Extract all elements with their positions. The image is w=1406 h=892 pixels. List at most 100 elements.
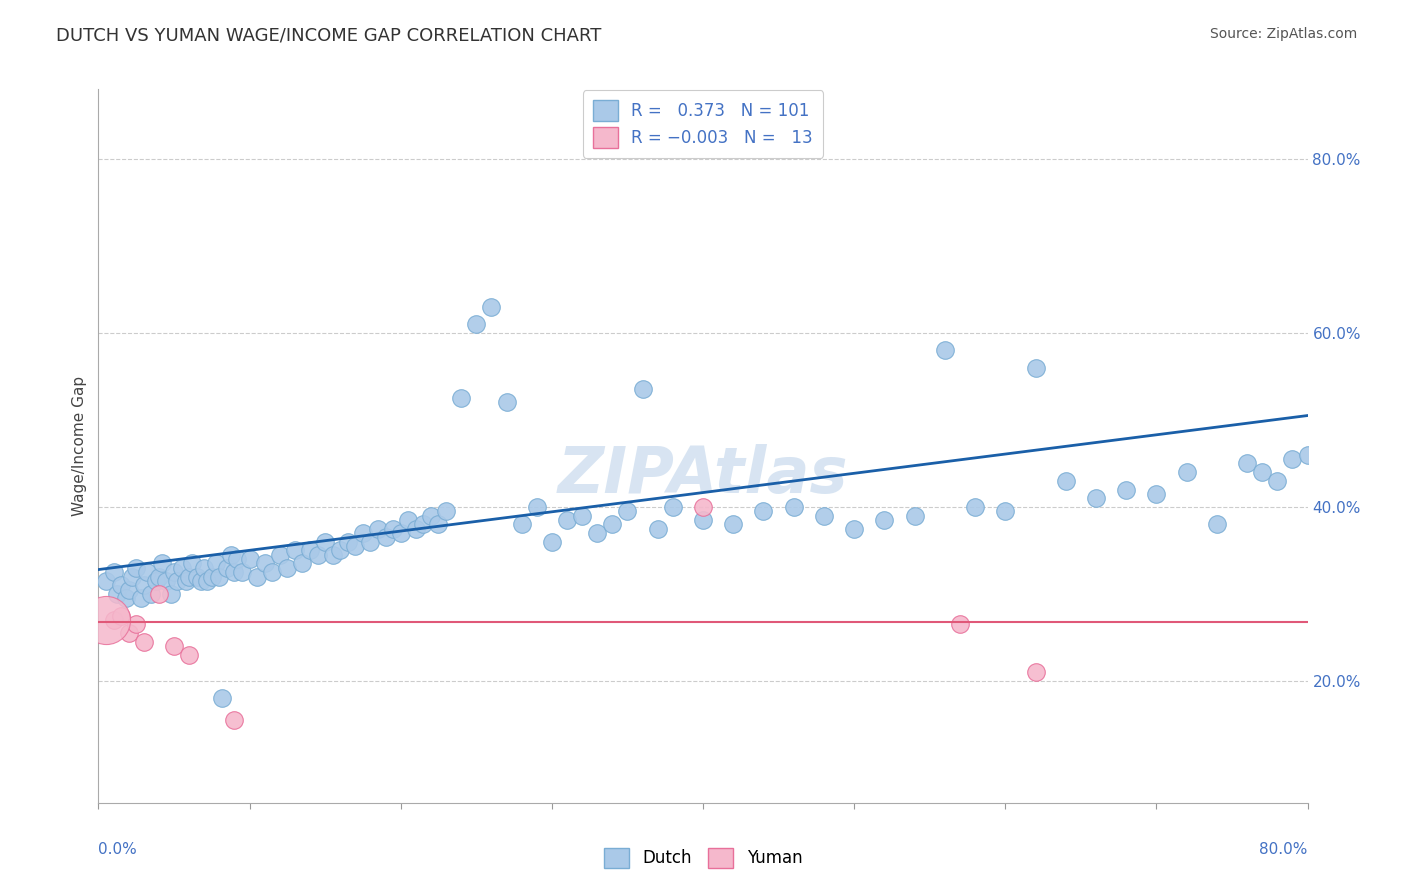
Point [692, 513, 714, 527]
Point [125, 561, 148, 575]
Point [450, 391, 472, 405]
Point [994, 504, 1017, 518]
Point [132, 578, 155, 592]
Point [224, 713, 246, 727]
Point [215, 561, 238, 575]
Point [174, 574, 197, 588]
Point [692, 500, 714, 514]
Point [586, 526, 609, 541]
Point [783, 500, 806, 514]
Text: 0.0%: 0.0% [98, 842, 138, 856]
Point [110, 578, 132, 592]
Point [103, 565, 125, 579]
Text: ZIPAtlas: ZIPAtlas [558, 443, 848, 506]
Point [631, 383, 654, 397]
Point [1175, 465, 1198, 479]
Point [540, 534, 562, 549]
Point [150, 557, 173, 571]
Point [160, 587, 183, 601]
Point [190, 574, 212, 588]
Point [904, 508, 927, 523]
Point [208, 569, 231, 583]
Point [1267, 474, 1289, 488]
Point [647, 522, 669, 536]
Point [148, 587, 170, 601]
Y-axis label: Wage/Income Gap: Wage/Income Gap [72, 376, 87, 516]
Point [118, 626, 141, 640]
Point [1024, 360, 1046, 375]
Point [299, 543, 322, 558]
Point [145, 574, 167, 588]
Point [329, 543, 352, 558]
Point [360, 534, 382, 549]
Point [813, 508, 835, 523]
Legend: Dutch, Yuman: Dutch, Yuman [598, 841, 808, 875]
Point [163, 639, 186, 653]
Point [125, 617, 148, 632]
Point [723, 517, 745, 532]
Point [352, 526, 374, 541]
Point [163, 565, 186, 579]
Point [186, 569, 208, 583]
Point [253, 557, 276, 571]
Point [1054, 474, 1077, 488]
Point [481, 300, 503, 314]
Point [555, 513, 578, 527]
Point [181, 557, 204, 571]
Point [427, 517, 450, 532]
Point [148, 569, 170, 583]
Point [246, 569, 269, 583]
Point [231, 565, 253, 579]
Point [526, 500, 548, 514]
Point [205, 557, 228, 571]
Point [495, 395, 517, 409]
Text: Source: ZipAtlas.com: Source: ZipAtlas.com [1209, 27, 1357, 41]
Point [844, 522, 866, 536]
Point [314, 534, 336, 549]
Point [211, 691, 233, 706]
Point [155, 574, 177, 588]
Point [1024, 665, 1046, 680]
Point [307, 548, 329, 562]
Point [179, 569, 201, 583]
Point [291, 557, 314, 571]
Point [239, 552, 262, 566]
Point [336, 534, 359, 549]
Point [110, 608, 132, 623]
Point [269, 548, 291, 562]
Point [103, 613, 125, 627]
Point [1085, 491, 1108, 506]
Point [129, 591, 152, 606]
Point [949, 617, 972, 632]
Point [382, 522, 405, 536]
Point [195, 574, 218, 588]
Point [873, 513, 896, 527]
Text: 80.0%: 80.0% [1260, 842, 1308, 856]
Point [934, 343, 956, 358]
Point [276, 561, 298, 575]
Point [105, 587, 128, 601]
Point [121, 569, 143, 583]
Point [1236, 457, 1258, 471]
Point [1115, 483, 1137, 497]
Point [344, 539, 367, 553]
Point [752, 504, 775, 518]
Point [94, 574, 117, 588]
Point [118, 582, 141, 597]
Point [510, 517, 533, 532]
Point [135, 565, 157, 579]
Point [1144, 487, 1167, 501]
Point [141, 587, 163, 601]
Point [1206, 517, 1229, 532]
Point [420, 508, 443, 523]
Point [201, 569, 224, 583]
Point [465, 317, 488, 331]
Point [434, 504, 457, 518]
Point [1296, 448, 1319, 462]
Point [661, 500, 683, 514]
Point [1251, 465, 1274, 479]
Point [1281, 452, 1303, 467]
Point [224, 565, 246, 579]
Point [114, 591, 136, 606]
Point [179, 648, 201, 662]
